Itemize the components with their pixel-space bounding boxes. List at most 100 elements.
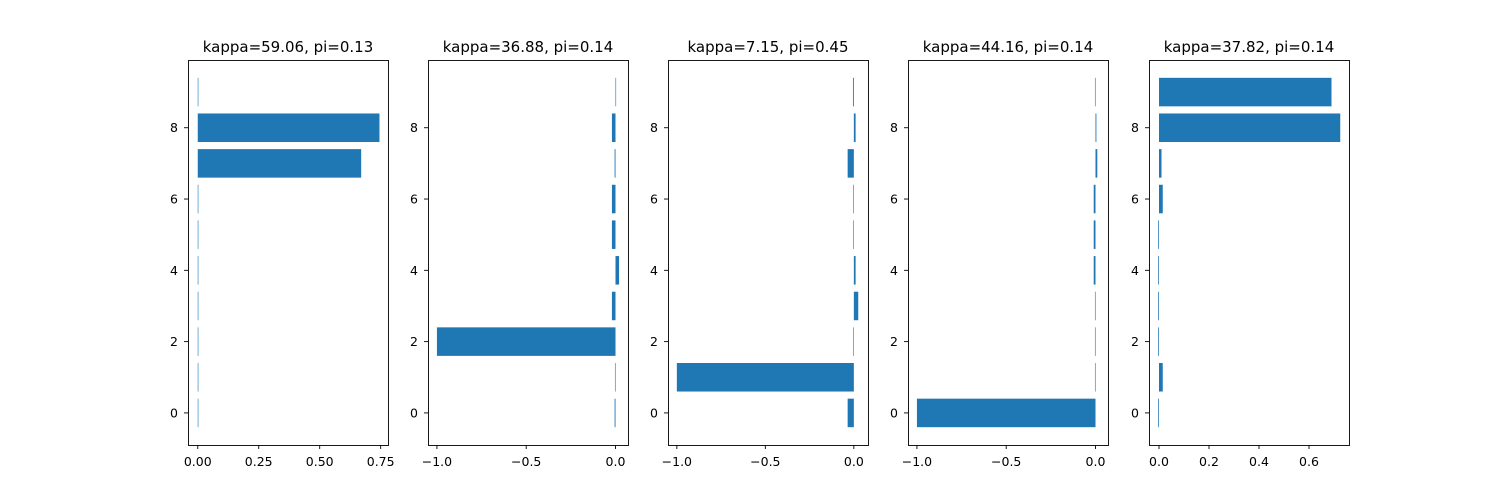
bar: [1159, 113, 1341, 142]
bar: [614, 398, 616, 428]
y-tick-label: 8: [410, 120, 418, 135]
bar: [1094, 291, 1096, 321]
bar: [611, 220, 616, 249]
bar: [197, 398, 199, 428]
bar: [853, 291, 859, 321]
y-tick-label: 4: [890, 263, 898, 278]
bar: [197, 220, 199, 249]
x-tick-label: −0.5: [991, 454, 1021, 469]
panel-title: kappa=59.06, pi=0.13: [203, 38, 374, 56]
bar: [1159, 184, 1163, 214]
bar: [847, 149, 854, 178]
bar: [1159, 77, 1332, 107]
panel-title: kappa=36.88, pi=0.14: [443, 38, 614, 56]
y-tick-label: 6: [1131, 192, 1139, 207]
bar: [611, 113, 616, 142]
y-tick-label: 2: [890, 334, 898, 349]
panel-2: −1.0 −0.5 0.0 0 2 4 6 8 kappa=36.88, pi=0.14: [410, 38, 629, 469]
axes-frame: [428, 60, 629, 446]
bar: [197, 113, 380, 142]
bar: [1093, 256, 1096, 285]
bar: [1158, 256, 1159, 285]
panel-1: 0.00 0.25 0.50 0.75 0 2 4 6 8 kappa=59.06, pi=0.1…: [170, 38, 395, 469]
bar: [847, 398, 854, 428]
y-tick-label: 4: [1131, 263, 1139, 278]
x-tick-label: 0.00: [184, 454, 212, 469]
bar: [1095, 113, 1097, 142]
bar: [197, 363, 199, 392]
bar: [615, 256, 620, 285]
y-tick-label: 6: [890, 192, 898, 207]
x-tick-label: −1.0: [902, 454, 932, 469]
y-tick-label: 4: [650, 263, 658, 278]
bar: [197, 256, 199, 285]
y-tick-label: 2: [410, 334, 418, 349]
bar: [853, 220, 854, 249]
panel-5: 0.0 0.2 0.4 0.6 0 2 4 6 8 kappa=37.82, pi=0.14: [1131, 38, 1350, 469]
bar: [436, 327, 616, 356]
axes-frame: [908, 60, 1109, 446]
bar: [197, 291, 199, 321]
bar: [853, 184, 854, 214]
y-tick-label: 0: [890, 405, 898, 420]
bar: [197, 327, 199, 356]
y-tick-label: 0: [650, 405, 658, 420]
y-tick-label: 4: [410, 263, 418, 278]
bar: [1158, 398, 1159, 428]
bar: [1094, 327, 1096, 356]
x-tick-label: 0.0: [1086, 454, 1106, 469]
bar: [1158, 291, 1159, 321]
bar: [1095, 149, 1098, 178]
bar: [853, 327, 854, 356]
bar: [614, 363, 616, 392]
bar: [853, 113, 856, 142]
x-tick-label: 0.6: [1299, 454, 1319, 469]
bar: [611, 291, 616, 321]
bar: [916, 398, 1096, 428]
bar: [1158, 327, 1159, 356]
bar: [1093, 184, 1096, 214]
y-tick-label: 0: [1131, 405, 1139, 420]
y-tick-label: 8: [1131, 120, 1139, 135]
bar: [614, 149, 616, 178]
bar: [1093, 220, 1096, 249]
y-tick-label: 8: [170, 120, 178, 135]
bar: [676, 363, 854, 392]
bar: [852, 77, 854, 107]
x-tick-label: 0.4: [1249, 454, 1269, 469]
x-tick-label: −0.5: [750, 454, 780, 469]
axes-frame: [1149, 60, 1350, 446]
bar: [1159, 149, 1162, 178]
x-tick-label: 0.0: [606, 454, 626, 469]
x-tick-label: 0.25: [245, 454, 273, 469]
bar: [1094, 363, 1096, 392]
panel-4: −1.0 −0.5 0.0 0 2 4 6 8 kappa=44.16, pi=0.14: [890, 38, 1109, 469]
axes-frame: [188, 60, 389, 446]
y-tick-label: 8: [650, 120, 658, 135]
y-tick-label: 2: [1131, 334, 1139, 349]
bar: [197, 77, 199, 107]
panel-3: −1.0 −0.5 0.0 0 2 4 6 8 kappa=7.15, pi=0.45: [650, 38, 869, 469]
bar: [853, 256, 856, 285]
bar: [611, 184, 616, 214]
panel-title: kappa=44.16, pi=0.14: [923, 38, 1094, 56]
x-tick-label: 0.0: [844, 454, 864, 469]
bar: [197, 184, 199, 214]
x-tick-label: 0.2: [1199, 454, 1219, 469]
panel-title: kappa=7.15, pi=0.45: [687, 38, 848, 56]
y-tick-label: 6: [410, 192, 418, 207]
x-tick-label: 0.0: [1149, 454, 1169, 469]
bar: [197, 149, 362, 178]
bar: [615, 77, 617, 107]
bar: [1158, 220, 1159, 249]
y-tick-label: 4: [170, 263, 178, 278]
y-tick-label: 0: [410, 405, 418, 420]
y-tick-label: 6: [170, 192, 178, 207]
x-tick-label: −0.5: [511, 454, 541, 469]
y-tick-label: 0: [170, 405, 178, 420]
x-tick-label: 0.50: [306, 454, 334, 469]
bar: [1159, 363, 1163, 392]
panel-title: kappa=37.82, pi=0.14: [1164, 38, 1335, 56]
y-tick-label: 2: [650, 334, 658, 349]
